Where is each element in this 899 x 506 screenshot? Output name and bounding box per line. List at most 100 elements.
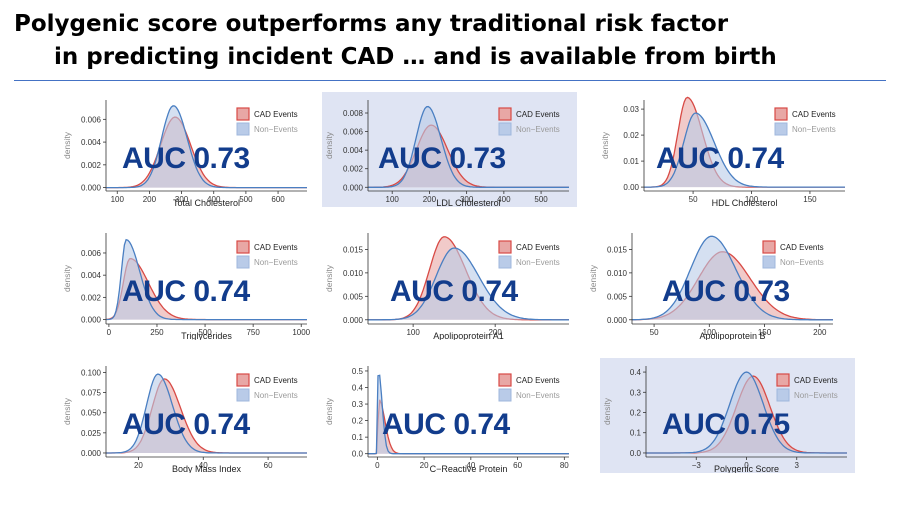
- x-tick-label: 400: [207, 195, 221, 204]
- y-tick-label: 0.1: [352, 433, 364, 442]
- title-divider: [14, 80, 886, 81]
- x-tick-label: 150: [803, 195, 817, 204]
- legend-cad-label: CAD Events: [254, 243, 298, 252]
- y-tick-label: 0.075: [81, 389, 102, 398]
- y-tick-label: 0.2: [630, 409, 642, 418]
- x-tick-label: 100: [386, 195, 400, 204]
- cad-events-area: [106, 258, 307, 320]
- non-events-curve: [368, 105, 569, 188]
- non-events-area: [368, 375, 569, 454]
- legend-cad-swatch: [236, 107, 250, 121]
- y-axis-label: density: [602, 397, 612, 425]
- non-events-curve: [646, 371, 847, 454]
- x-tick-label: 40: [199, 461, 208, 470]
- y-tick-label: 0.006: [81, 115, 102, 124]
- y-tick-label: 0.000: [607, 316, 628, 325]
- y-tick-label: 0.01: [623, 157, 639, 166]
- x-tick-label: 60: [513, 461, 522, 470]
- density-chart-ldl-cholesterol: 100 200 300 400 500 0.000 0.002 0.004 0.006 0.008…: [324, 100, 569, 207]
- legend-cad-swatch: [236, 240, 250, 254]
- y-tick-label: 0.015: [607, 245, 628, 254]
- slide-title: Polygenic score outperforms any traditio…: [14, 8, 894, 74]
- y-tick-label: 0.025: [81, 429, 102, 438]
- non-events-area: [368, 106, 569, 188]
- y-tick-label: 0.050: [81, 409, 102, 418]
- y-axis-label: density: [588, 264, 598, 292]
- y-tick-label: 0.000: [343, 316, 364, 325]
- x-tick-label: 750: [246, 328, 260, 337]
- y-tick-label: 0.004: [81, 271, 102, 280]
- non-events-area: [106, 374, 307, 453]
- x-tick-label: 20: [420, 461, 429, 470]
- legend-non-swatch: [236, 388, 250, 402]
- y-tick-label: 0.000: [81, 316, 102, 325]
- x-tick-label: 200: [813, 328, 827, 337]
- legend-non-label: Non−Events: [780, 258, 824, 267]
- x-tick-label: 100: [745, 195, 759, 204]
- y-tick-label: 0.004: [343, 146, 364, 155]
- x-axis-label: Triglycerides: [181, 331, 232, 340]
- legend-non-swatch: [774, 122, 788, 136]
- y-tick-label: 0.000: [81, 184, 102, 193]
- non-events-area: [106, 105, 307, 188]
- y-tick-label: 0.4: [352, 384, 364, 393]
- non-events-curve: [106, 238, 307, 321]
- legend-cad-label: CAD Events: [516, 110, 560, 119]
- y-tick-label: 0.002: [81, 161, 102, 170]
- density-chart-apolipoprotein-a1: 100 200 0.000 0.005 0.010 0.015 Apolipoprotein…: [324, 233, 569, 340]
- y-tick-label: 0.008: [343, 109, 364, 118]
- panel-triglycerides: 0 250 500 750 1000 0.000 0.002 0.004 0.006 Trigly…: [60, 225, 315, 340]
- legend-non-label: Non−Events: [794, 391, 838, 400]
- legend-cad-swatch: [774, 107, 788, 121]
- non-events-area: [632, 236, 833, 320]
- panel-hdl-cholesterol: 50 100 150 0.00 0.01 0.02 0.03 HDL Cholesterol d…: [598, 92, 853, 207]
- legend-cad-swatch: [776, 373, 790, 387]
- y-tick-label: 0.03: [623, 105, 639, 114]
- non-events-curve: [632, 235, 833, 321]
- slide-title-line-1: Polygenic score outperforms any traditio…: [14, 11, 729, 37]
- x-tick-label: 500: [239, 195, 253, 204]
- legend-non-label: Non−Events: [516, 258, 560, 267]
- legend-cad-swatch: [498, 240, 512, 254]
- legend-cad-swatch: [498, 373, 512, 387]
- x-axis-label: Body Mass Index: [172, 464, 242, 473]
- panel-apolipoprotein-a1: 100 200 0.000 0.005 0.010 0.015 Apolipoprotein…: [322, 225, 577, 340]
- non-events-area: [644, 113, 845, 188]
- x-tick-label: 1000: [292, 328, 310, 337]
- legend-non-swatch: [498, 388, 512, 402]
- non-events-curve: [368, 247, 569, 321]
- x-tick-label: 50: [689, 195, 698, 204]
- x-tick-label: 100: [111, 195, 125, 204]
- legend-cad-label: CAD Events: [516, 376, 560, 385]
- y-tick-label: 0.006: [81, 249, 102, 258]
- legend-cad-label: CAD Events: [792, 110, 836, 119]
- x-axis-label: LDL Cholesterol: [436, 198, 500, 207]
- y-tick-label: 0.3: [352, 400, 364, 409]
- legend-non-label: Non−Events: [254, 391, 298, 400]
- legend-cad-swatch: [236, 373, 250, 387]
- x-tick-label: 500: [198, 328, 212, 337]
- x-axis-label: Total Cholesterol: [173, 198, 240, 207]
- x-axis-label: Apolipoprotein B: [699, 331, 765, 340]
- y-axis-label: density: [324, 131, 334, 159]
- legend-non-label: Non−Events: [516, 125, 560, 134]
- x-tick-label: 100: [406, 328, 420, 337]
- x-tick-label: 100: [703, 328, 717, 337]
- y-tick-label: 0.3: [630, 388, 642, 397]
- slide-title-line-2: in predicting incident CAD … and is avai…: [54, 44, 777, 70]
- cad-events-curve: [368, 124, 569, 188]
- x-tick-label: 0: [744, 461, 749, 470]
- non-events-curve: [106, 373, 307, 454]
- x-tick-label: 600: [271, 195, 285, 204]
- y-tick-label: 0.005: [343, 292, 364, 301]
- x-tick-label: 3: [795, 461, 800, 470]
- cad-events-curve: [368, 399, 569, 455]
- non-events-area: [646, 372, 847, 453]
- x-tick-label: 40: [466, 461, 475, 470]
- x-tick-label: 200: [488, 328, 502, 337]
- non-events-curve: [106, 105, 307, 189]
- legend-non-swatch: [498, 122, 512, 136]
- panel-c-reactive-protein: 0 20 40 60 80 0.0 0.1 0.2 0.3 0.4 0.5 C−Reactive Pr…: [322, 358, 577, 473]
- y-tick-label: 0.002: [343, 165, 364, 174]
- y-tick-label: 0.02: [623, 131, 639, 140]
